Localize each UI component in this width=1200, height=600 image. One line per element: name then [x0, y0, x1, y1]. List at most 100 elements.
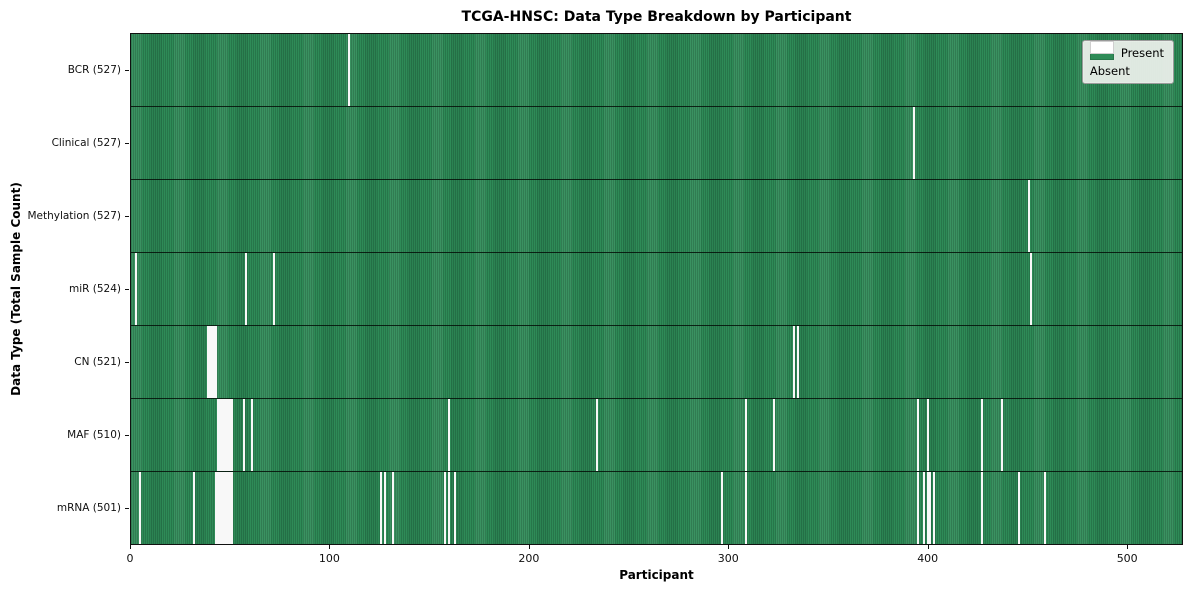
y-tick-mark: [125, 142, 129, 144]
y-tick-mark: [125, 508, 129, 510]
absent-mark: [926, 472, 929, 544]
absent-mark: [218, 399, 221, 471]
absent-mark: [222, 472, 225, 544]
absent-mark: [912, 107, 915, 179]
heatmap-row-cn: [131, 325, 1182, 398]
heatmap-row-clinical: [131, 106, 1182, 179]
absent-mark: [138, 472, 141, 544]
absent-mark: [932, 472, 935, 544]
absent-mark: [230, 472, 233, 544]
legend-item-absent: Absent: [1089, 41, 1164, 78]
absent-mark: [216, 472, 219, 544]
absent-mark: [793, 326, 796, 398]
absent-mark: [1018, 472, 1021, 544]
x-tick-label: 300: [717, 552, 739, 565]
absent-mark: [208, 326, 211, 398]
absent-mark: [272, 253, 275, 325]
absent-mark: [134, 253, 137, 325]
absent-mark: [210, 326, 213, 398]
absent-mark: [980, 399, 983, 471]
y-tick-label: MAF (510): [67, 429, 121, 442]
legend-absent-label: Absent: [1089, 64, 1130, 78]
absent-mark: [745, 472, 748, 544]
absent-mark: [745, 399, 748, 471]
absent-mark: [916, 399, 919, 471]
absent-swatch-icon: [1089, 41, 1114, 54]
x-tick-label: 100: [318, 552, 340, 565]
absent-mark: [926, 399, 929, 471]
absent-mark: [224, 472, 227, 544]
absent-mark: [192, 472, 195, 544]
absent-mark: [1044, 472, 1047, 544]
absent-mark: [348, 34, 351, 106]
absent-mark: [216, 399, 219, 471]
absent-mark: [444, 472, 447, 544]
absent-mark: [392, 472, 395, 544]
y-tick-mark: [125, 215, 129, 217]
absent-mark: [226, 472, 229, 544]
absent-mark: [226, 399, 229, 471]
x-tick-label: 400: [917, 552, 939, 565]
absent-mark: [224, 399, 227, 471]
absent-mark: [773, 399, 776, 471]
plot-area: Present Absent: [130, 33, 1183, 545]
x-tick-mark: [329, 545, 331, 549]
absent-mark: [922, 472, 925, 544]
absent-mark: [916, 472, 919, 544]
y-tick-mark: [125, 289, 129, 290]
legend-present-label: Present: [1120, 46, 1164, 60]
x-axis-label: Participant: [619, 568, 694, 582]
absent-mark: [228, 399, 231, 471]
absent-mark: [242, 399, 245, 471]
absent-mark: [448, 399, 451, 471]
absent-mark: [228, 472, 231, 544]
heatmap-row-bcr: [131, 34, 1182, 106]
absent-mark: [448, 472, 451, 544]
absent-mark: [1000, 399, 1003, 471]
absent-mark: [1030, 253, 1033, 325]
absent-mark: [220, 472, 223, 544]
absent-mark: [206, 326, 209, 398]
y-tick-mark: [125, 69, 129, 71]
x-tick-label: 200: [518, 552, 540, 565]
y-tick-mark: [125, 435, 129, 437]
x-tick-mark: [130, 545, 131, 549]
absent-mark: [797, 326, 800, 398]
absent-mark: [214, 326, 217, 398]
chart-title: TCGA-HNSC: Data Type Breakdown by Partic…: [461, 9, 852, 25]
absent-mark: [384, 472, 387, 544]
y-tick-label: CN (521): [74, 356, 121, 369]
x-tick-mark: [528, 545, 530, 549]
absent-mark: [220, 399, 223, 471]
absent-mark: [222, 399, 225, 471]
y-tick-label: miR (524): [68, 283, 121, 295]
absent-mark: [244, 253, 247, 325]
x-tick-mark: [728, 545, 730, 549]
absent-mark: [454, 472, 457, 544]
y-tick-label: Clinical (527): [51, 136, 121, 149]
absent-mark: [595, 399, 598, 471]
y-tick-label: BCR (527): [67, 63, 121, 76]
x-tick-mark: [927, 545, 929, 549]
x-tick-label: 500: [1116, 552, 1138, 565]
y-tick-mark: [125, 362, 129, 364]
absent-mark: [721, 472, 724, 544]
x-tick-label: 0: [126, 552, 134, 565]
absent-mark: [980, 472, 983, 544]
absent-mark: [250, 399, 253, 471]
absent-mark: [214, 472, 217, 544]
heatmap-row-mir: [131, 252, 1182, 325]
x-tick-mark: [1127, 545, 1129, 549]
legend: Present Absent: [1081, 40, 1174, 84]
heatmap-row-mrna: [131, 471, 1182, 544]
absent-mark: [1028, 180, 1031, 252]
heatmap-row-maf: [131, 398, 1182, 471]
absent-mark: [230, 399, 233, 471]
absent-mark: [218, 472, 221, 544]
absent-mark: [212, 326, 215, 398]
y-tick-label: mRNA (501): [56, 502, 121, 515]
absent-mark: [928, 472, 931, 544]
y-tick-label: Methylation (527): [27, 209, 121, 222]
heatmap-row-methylation: [131, 179, 1182, 252]
